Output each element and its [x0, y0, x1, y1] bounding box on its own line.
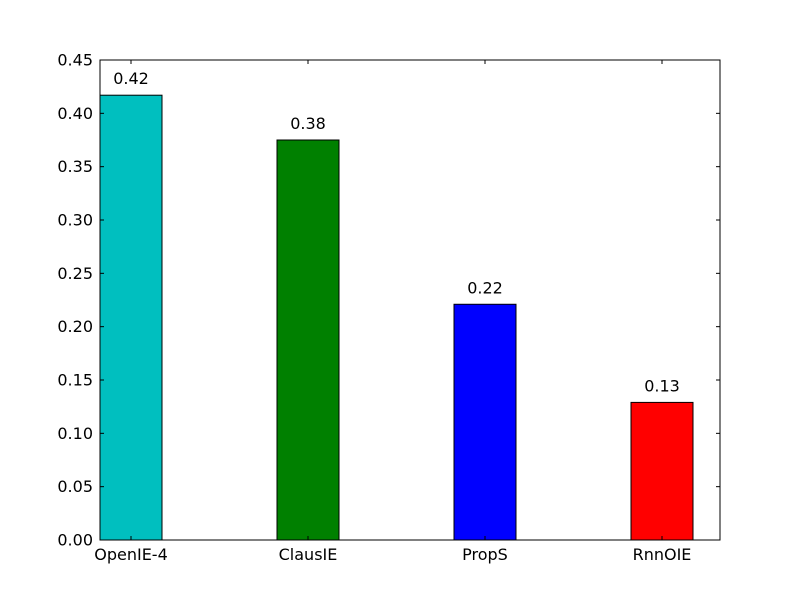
y-axis: 0.00 0.05 0.10 0.15 0.20 0.25 0.30 0.35 0.40 0.45	[57, 51, 720, 550]
y-tick-label: 0.10	[57, 424, 93, 443]
bar-value-label: 0.22	[467, 278, 503, 297]
x-tick-label: RnnOIE	[633, 545, 692, 564]
bar-props	[453, 303, 517, 541]
y-tick-label: 0.45	[57, 51, 93, 70]
bar-rnnoie	[630, 401, 694, 541]
x-tick-label: PropS	[462, 545, 508, 564]
bar-value-label: 0.42	[113, 69, 149, 88]
x-tick-label: ClausIE	[279, 545, 338, 564]
bar-group	[99, 94, 694, 541]
x-tick-label: OpenIE-4	[94, 545, 168, 564]
bar-clausie	[276, 139, 340, 541]
y-tick-label: 0.35	[57, 157, 93, 176]
value-label-group: 0.42 0.38 0.22 0.13	[113, 69, 680, 395]
y-tick-label: 0.00	[57, 531, 93, 550]
y-tick-label: 0.40	[57, 104, 93, 123]
bar-openie-4	[99, 94, 163, 541]
y-tick-label: 0.30	[57, 211, 93, 230]
bar-value-label: 0.13	[644, 376, 680, 395]
bar-value-label: 0.38	[290, 114, 326, 133]
y-tick-label: 0.20	[57, 317, 93, 336]
x-axis: OpenIE-4 ClausIE PropS RnnOIE	[94, 60, 691, 564]
y-tick-label: 0.15	[57, 371, 93, 390]
y-tick-label: 0.25	[57, 264, 93, 283]
plot-area-frame	[99, 59, 721, 541]
y-tick-label: 0.05	[57, 477, 93, 496]
